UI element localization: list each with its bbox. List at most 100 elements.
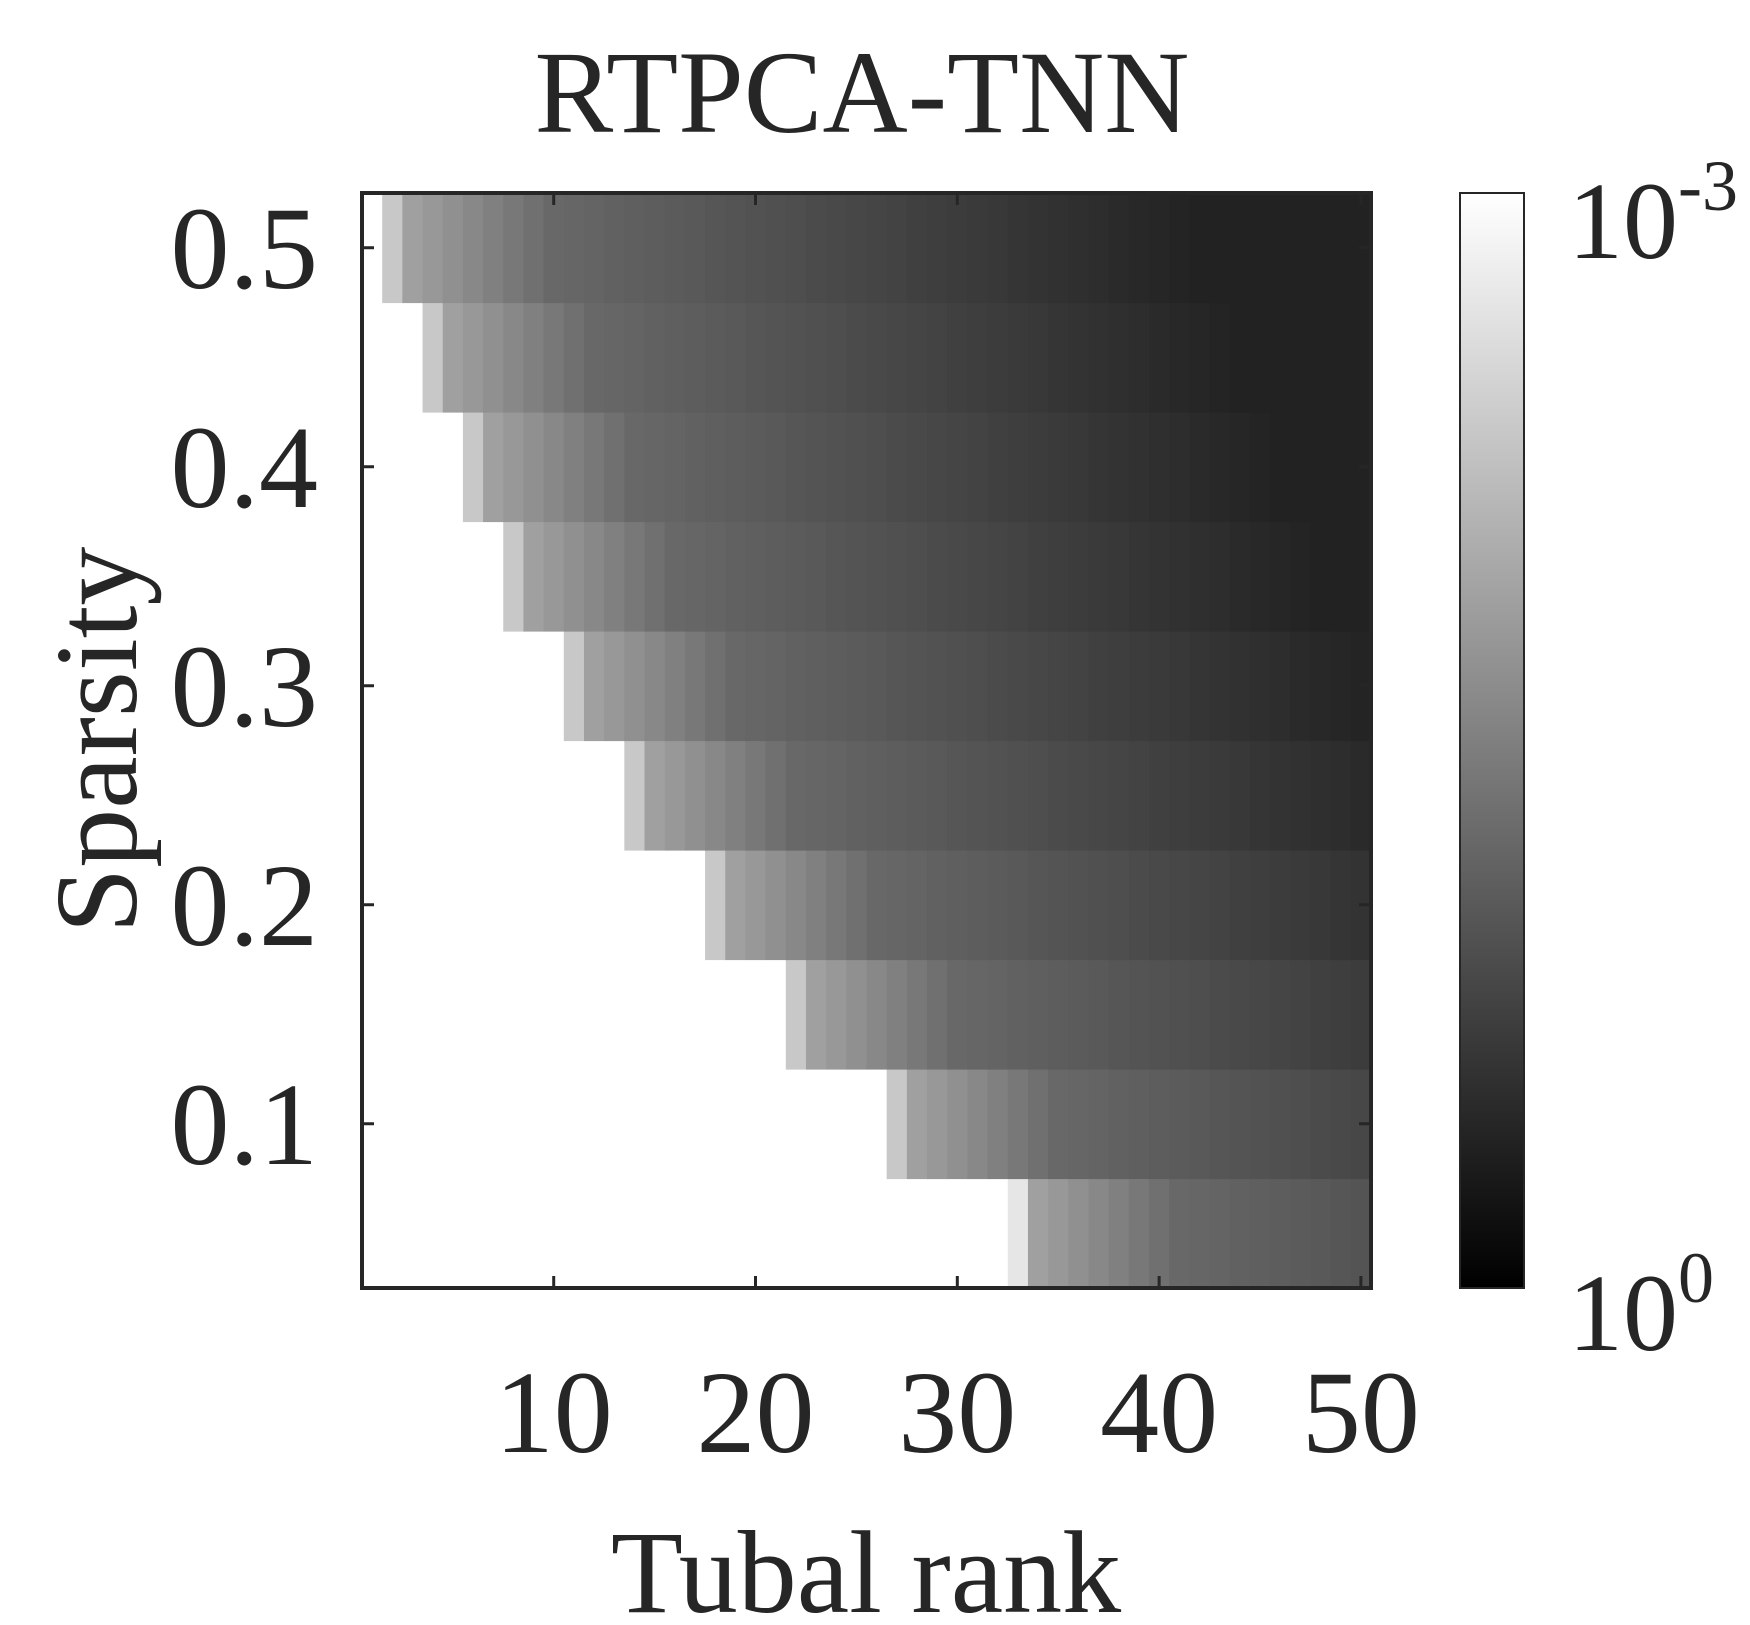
heatmap-cell bbox=[1108, 850, 1130, 961]
heatmap-cell bbox=[1290, 740, 1312, 851]
heatmap-cell bbox=[1068, 412, 1090, 523]
heatmap-cell bbox=[1270, 412, 1291, 523]
heatmap-cell bbox=[684, 521, 706, 632]
heatmap-cell bbox=[1128, 740, 1150, 851]
heatmap-cell bbox=[1108, 631, 1130, 742]
heatmap-cell bbox=[624, 412, 646, 523]
heatmap-cell bbox=[684, 412, 706, 523]
heatmap-cell bbox=[1290, 850, 1312, 961]
heatmap-cell bbox=[1310, 412, 1332, 523]
heatmap-cell bbox=[1209, 193, 1231, 304]
heatmap-cell bbox=[1048, 302, 1069, 413]
heatmap-cell bbox=[1169, 1069, 1190, 1180]
heatmap-cell bbox=[1128, 302, 1150, 413]
heatmap-cell bbox=[1108, 1178, 1130, 1289]
heatmap-cell bbox=[705, 302, 726, 413]
heatmap-cell bbox=[1108, 1069, 1130, 1180]
heatmap-cell bbox=[523, 302, 545, 413]
heatmap-cell bbox=[1209, 521, 1231, 632]
heatmap-cell bbox=[1068, 850, 1090, 961]
heatmap-cell bbox=[1088, 412, 1110, 523]
heatmap-cell bbox=[1128, 412, 1150, 523]
x-tick-label: 20 bbox=[697, 1347, 815, 1478]
heatmap-cell bbox=[1290, 193, 1312, 304]
heatmap-cell bbox=[866, 302, 888, 413]
heatmap-cell bbox=[583, 521, 605, 632]
heatmap-cell bbox=[826, 193, 847, 304]
heatmap-cell bbox=[725, 193, 747, 304]
heatmap-cell bbox=[1330, 740, 1352, 851]
heatmap-cell bbox=[927, 850, 948, 961]
heatmap-cell bbox=[1330, 631, 1352, 742]
heatmap-cell bbox=[1027, 631, 1049, 742]
heatmap-cell bbox=[886, 302, 908, 413]
colorbar-bottom-exponent: 0 bbox=[1678, 1238, 1714, 1318]
heatmap-cell bbox=[604, 412, 625, 523]
heatmap-cell bbox=[1128, 1069, 1150, 1180]
heatmap-cell bbox=[987, 193, 1009, 304]
heatmap-cell bbox=[846, 193, 868, 304]
heatmap-cell bbox=[1128, 959, 1150, 1070]
heatmap-cell bbox=[1088, 631, 1110, 742]
heatmap-cell bbox=[1249, 193, 1271, 304]
colorbar-top-label: 10-3 bbox=[1568, 146, 1738, 282]
heatmap-cell bbox=[1310, 1069, 1332, 1180]
heatmap-cell bbox=[1007, 959, 1029, 1070]
heatmap-cell bbox=[503, 412, 525, 523]
heatmap-cell bbox=[906, 1069, 928, 1180]
heatmap-cell bbox=[967, 740, 989, 851]
heatmap-cell bbox=[705, 850, 726, 961]
heatmap-cell bbox=[1048, 850, 1069, 961]
heatmap-cell bbox=[1310, 193, 1332, 304]
heatmap-cell bbox=[1007, 412, 1029, 523]
heatmap-cell bbox=[1128, 1178, 1150, 1289]
heatmap-cell bbox=[725, 521, 747, 632]
heatmap-cell bbox=[462, 302, 484, 413]
heatmap-cell bbox=[1249, 740, 1271, 851]
heatmap-cell bbox=[987, 959, 1009, 1070]
heatmap-cell bbox=[1249, 850, 1271, 961]
heatmap-cell bbox=[503, 521, 525, 632]
heatmap-cell bbox=[1068, 302, 1090, 413]
heatmap-cell bbox=[805, 521, 827, 632]
heatmap-cell bbox=[583, 631, 605, 742]
heatmap-cell bbox=[826, 412, 847, 523]
heatmap-cell bbox=[644, 193, 666, 304]
heatmap-cell bbox=[785, 959, 807, 1070]
heatmap-cell bbox=[1209, 631, 1231, 742]
heatmap-cell bbox=[805, 740, 827, 851]
heatmap-cell bbox=[765, 740, 787, 851]
heatmap-cell bbox=[1350, 959, 1372, 1070]
x-tick-label: 50 bbox=[1302, 1347, 1420, 1478]
heatmap-cell bbox=[765, 412, 787, 523]
heatmap-cell bbox=[987, 1069, 1009, 1180]
heatmap-cell bbox=[1169, 302, 1190, 413]
y-tick-label: 0.4 bbox=[171, 402, 319, 533]
heatmap-cell bbox=[846, 302, 868, 413]
heatmap-cell bbox=[826, 631, 847, 742]
heatmap-cell bbox=[866, 959, 888, 1070]
heatmap-cell bbox=[1330, 850, 1352, 961]
heatmap-cell bbox=[644, 740, 666, 851]
heatmap-cell bbox=[1310, 1178, 1332, 1289]
heatmap-cell bbox=[1068, 740, 1090, 851]
heatmap-cell bbox=[805, 193, 827, 304]
heatmap-cell bbox=[947, 740, 968, 851]
heatmap-cell bbox=[523, 193, 545, 304]
colorbar-bottom-base: 10 bbox=[1568, 1252, 1678, 1374]
heatmap-cell bbox=[886, 850, 908, 961]
heatmap-cell bbox=[826, 302, 847, 413]
heatmap-cell bbox=[906, 631, 928, 742]
chart-title: RTPCA-TNN bbox=[534, 27, 1189, 158]
heatmap-cell bbox=[967, 959, 989, 1070]
heatmap-cell bbox=[1189, 850, 1211, 961]
heatmap-cell bbox=[1027, 1178, 1049, 1289]
heatmap-cell bbox=[1249, 302, 1271, 413]
heatmap-cell bbox=[1209, 959, 1231, 1070]
heatmap-cell bbox=[624, 740, 646, 851]
heatmap-cell bbox=[1169, 631, 1190, 742]
heatmap-cell bbox=[1209, 412, 1231, 523]
heatmap-cell bbox=[583, 412, 605, 523]
heatmap-cell bbox=[906, 959, 928, 1070]
